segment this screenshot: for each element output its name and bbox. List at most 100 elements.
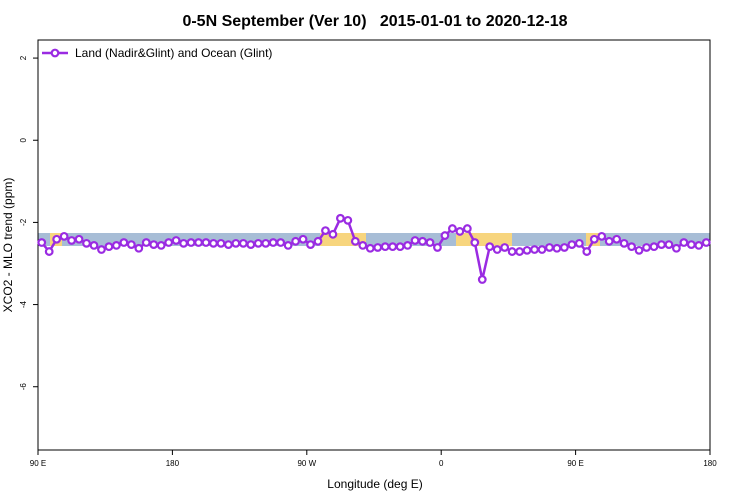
data-point [336, 213, 345, 223]
plot-frame [37, 39, 711, 451]
data-point [597, 231, 607, 241]
data-point [194, 238, 203, 247]
data-point [291, 236, 301, 246]
x-axis-label: Longitude (deg E) [327, 477, 422, 491]
data-point [223, 240, 233, 249]
data-point [149, 240, 159, 249]
y-axis-label: XCO2 - MLO trend (ppm) [1, 178, 15, 313]
data-point [530, 245, 539, 254]
data-point [373, 243, 383, 252]
data-point [37, 238, 47, 247]
data-point [560, 243, 569, 252]
data-point [664, 240, 674, 249]
data-point [649, 242, 659, 252]
data-point [268, 238, 278, 247]
data-point [89, 241, 99, 250]
data-point [515, 247, 524, 256]
y-tick-label: -6 [19, 383, 28, 391]
data-point [574, 238, 584, 248]
data-point [694, 241, 704, 250]
data-point [701, 238, 711, 247]
data-point [171, 236, 181, 245]
data-point [455, 227, 465, 236]
data-point [380, 242, 390, 252]
data-point [67, 236, 76, 245]
data-point [589, 234, 599, 244]
data-point [485, 242, 495, 252]
data-point [537, 245, 547, 254]
data-point [141, 238, 151, 247]
data-point [388, 242, 398, 252]
data-point [582, 247, 592, 256]
y-tick-label: -4 [19, 300, 28, 308]
y-tick-label: 0 [19, 137, 28, 142]
data-point [283, 241, 293, 250]
data-point [634, 245, 644, 255]
data-point [74, 234, 84, 244]
data-point [209, 238, 218, 248]
x-tick-label: 90 E [30, 459, 46, 468]
y-tick-label: 2 [19, 55, 28, 60]
data-point [507, 247, 517, 256]
data-point [82, 238, 91, 248]
data-point [627, 242, 636, 252]
data-point [470, 238, 480, 247]
x-tick-label: 0 [439, 459, 444, 468]
data-point [657, 240, 666, 249]
x-tick-label: 90 W [297, 459, 316, 468]
data-point [111, 241, 121, 250]
data-point [604, 236, 614, 246]
data-point [313, 236, 323, 246]
data-point [216, 238, 226, 248]
chart-title: 0-5N September (Ver 10) 2015-01-01 to 20… [182, 13, 567, 30]
data-point [552, 243, 562, 253]
data-point [418, 236, 427, 246]
data-point [686, 240, 696, 249]
data-point [179, 238, 189, 248]
data-point [462, 224, 472, 233]
data-point [238, 238, 248, 248]
data-point [201, 238, 211, 247]
data-point [261, 238, 271, 248]
x-tick-label: 90 E [567, 459, 583, 468]
data-point [448, 224, 457, 233]
data-point [679, 238, 689, 247]
data-point [253, 238, 263, 248]
data-point [246, 240, 256, 249]
data-point [104, 242, 114, 252]
data-point [59, 231, 69, 241]
land-band [456, 233, 512, 246]
data-point [403, 241, 413, 250]
data-point [44, 247, 54, 256]
y-tick-label: -2 [19, 218, 28, 226]
x-tick-label: 180 [703, 459, 717, 468]
data-point [231, 238, 241, 248]
x-tick-label: 180 [166, 459, 180, 468]
data-point [306, 240, 315, 249]
data-point [343, 215, 353, 225]
data-point [328, 229, 338, 239]
data-point [52, 234, 62, 244]
data-point [97, 245, 106, 254]
data-point [134, 243, 144, 253]
data-point [358, 241, 368, 250]
data-point [492, 245, 502, 254]
data-point [119, 238, 129, 247]
data-point [545, 243, 554, 252]
legend-label: Land (Nadir&Glint) and Ocean (Glint) [75, 46, 272, 60]
data-point [433, 243, 442, 252]
data-point [156, 241, 166, 250]
data-point [672, 243, 681, 253]
data-point [276, 238, 286, 247]
data-point [321, 226, 330, 236]
data-point [619, 238, 629, 248]
data-point [567, 240, 577, 249]
data-point [395, 242, 405, 252]
data-point [350, 236, 360, 246]
data-point [612, 234, 622, 244]
data-point [477, 275, 487, 284]
data-point [500, 243, 510, 252]
data-point [298, 234, 308, 244]
data-point [186, 238, 196, 247]
